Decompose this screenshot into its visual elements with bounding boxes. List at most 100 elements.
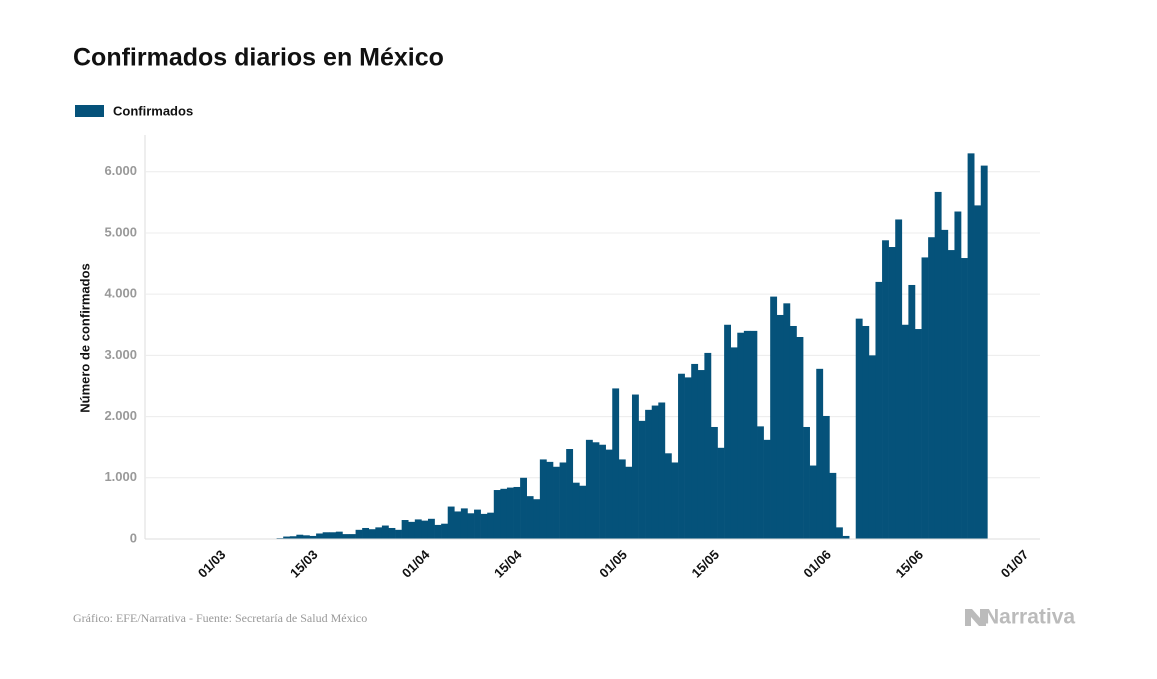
bar [514, 487, 521, 539]
bar [974, 205, 981, 539]
bar [336, 532, 343, 539]
bar [507, 488, 514, 539]
bar [797, 337, 804, 539]
y-tick-label: 4.000 [104, 286, 137, 301]
bar [691, 364, 698, 539]
bar [750, 331, 757, 539]
bar [770, 297, 777, 539]
bar [895, 219, 902, 539]
bar [303, 535, 310, 539]
bar [816, 369, 823, 539]
bar [527, 496, 534, 539]
bar [803, 427, 810, 539]
bar [981, 166, 988, 539]
bar [810, 466, 817, 539]
bar [718, 448, 725, 539]
y-tick-label: 1.000 [104, 469, 137, 484]
bar [902, 325, 909, 539]
bar [369, 529, 376, 539]
bar [836, 527, 843, 539]
bar [915, 329, 922, 539]
bar [711, 427, 718, 539]
bar [342, 534, 349, 539]
y-tick-label: 0 [130, 530, 137, 545]
bar [599, 445, 606, 539]
bar [441, 524, 448, 539]
logo-text: Narrativa [984, 606, 1075, 629]
logo-icon [965, 609, 986, 626]
bar [540, 459, 547, 539]
bar [731, 347, 738, 539]
bar [566, 449, 573, 539]
x-tick-label: 01/05 [596, 547, 630, 581]
bar [520, 478, 527, 539]
bar [757, 426, 764, 539]
bar [382, 526, 389, 539]
bar [619, 459, 626, 539]
bar [632, 395, 639, 539]
bar [968, 153, 975, 539]
legend-label: Confirmados [113, 103, 193, 118]
bar [586, 440, 593, 539]
bar [724, 325, 731, 539]
bar [553, 467, 560, 539]
bar [448, 507, 455, 539]
bar [323, 532, 330, 539]
x-tick-label: 15/05 [688, 547, 722, 581]
bar [823, 416, 830, 539]
bar [954, 212, 961, 539]
bar [474, 510, 481, 539]
bar [856, 319, 863, 539]
x-tick-label: 15/06 [892, 547, 926, 581]
bar [737, 333, 744, 539]
bar [928, 237, 935, 539]
bar [546, 462, 553, 539]
x-tick-label: 01/03 [195, 547, 229, 581]
bar [744, 331, 751, 539]
bar [790, 326, 797, 539]
bar [375, 527, 382, 539]
bar [533, 499, 540, 539]
bar [494, 490, 501, 539]
bar [388, 528, 395, 539]
bar [671, 462, 678, 539]
bar [329, 532, 336, 539]
bar [764, 440, 771, 539]
bar [487, 513, 494, 539]
y-tick-label: 6.000 [104, 163, 137, 178]
bar [579, 486, 586, 539]
bar [467, 513, 474, 539]
y-axis-title: Número de confirmados [77, 263, 92, 413]
bar [428, 519, 435, 539]
bar [612, 388, 619, 539]
bar [961, 258, 968, 539]
y-tick-label: 3.000 [104, 347, 137, 362]
x-tick-label: 01/06 [800, 547, 834, 581]
bar [777, 315, 784, 539]
bar [625, 467, 632, 539]
bar [395, 530, 402, 539]
bar [685, 377, 692, 539]
bar [698, 370, 705, 539]
logo: Narrativa [965, 606, 1075, 629]
bar [593, 442, 600, 539]
bar [862, 326, 869, 539]
bar [922, 257, 929, 539]
bar [935, 192, 942, 539]
bar [606, 450, 613, 539]
bar [652, 406, 659, 539]
bar [296, 535, 303, 539]
bar [941, 230, 948, 539]
bar [869, 355, 876, 539]
bar [829, 473, 836, 539]
bar [783, 303, 790, 539]
y-tick-label: 5.000 [104, 224, 137, 239]
bar [435, 525, 442, 539]
bar [402, 520, 409, 539]
bar [415, 519, 422, 539]
bar [500, 489, 507, 539]
bar [316, 533, 323, 539]
bar [454, 511, 461, 539]
x-tick-label: 15/03 [287, 547, 321, 581]
